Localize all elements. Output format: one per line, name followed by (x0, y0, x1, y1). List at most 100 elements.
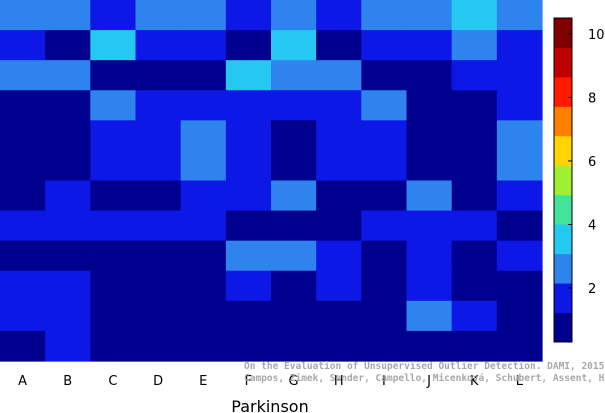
colorbar-segment (554, 18, 572, 48)
heatmap-cell (271, 210, 317, 242)
heatmap-cell (225, 270, 272, 302)
heatmap-cell (316, 330, 362, 362)
heatmap-cell (496, 0, 543, 31)
heatmap-cell (90, 240, 137, 272)
heatmap-cell (271, 240, 317, 272)
heatmap-cell (180, 120, 227, 152)
colorbar-tick-label: 8 (588, 91, 596, 106)
heatmap-cell (316, 180, 362, 212)
heatmap-cell (496, 30, 543, 61)
heatmap-cell (406, 240, 453, 272)
colorbar-segment (554, 47, 572, 78)
heatmap-cell (0, 150, 46, 182)
heatmap-cell (225, 90, 272, 121)
heatmap-cell (225, 30, 272, 61)
heatmap-cell (316, 240, 362, 272)
heatmap-cell (0, 0, 46, 31)
heatmap-cell (90, 120, 137, 152)
colorbar-segment (554, 106, 572, 137)
colorbar-tick-labels: 2 4 6 8 10 (568, 28, 605, 297)
heatmap-cell (90, 150, 137, 182)
colorbar-tick-label: 6 (588, 155, 596, 170)
heatmap-cell (45, 330, 91, 362)
credit-line-1: On the Evaluation of Unsupervised Outlie… (244, 361, 605, 372)
heatmap-cell (316, 270, 362, 302)
x-tick-label: A (18, 374, 27, 389)
heatmap-cell (271, 0, 317, 31)
heatmap-cell (361, 180, 408, 212)
heatmap-cell (316, 150, 362, 182)
heatmap-cell (45, 270, 91, 302)
heatmap-cell (406, 270, 453, 302)
colorbar-segment (554, 165, 572, 196)
heatmap-cell (271, 120, 317, 152)
heatmap-cell (496, 330, 543, 362)
heatmap-cell (45, 300, 91, 332)
heatmap-cell (271, 300, 317, 332)
heatmap-cell (451, 60, 498, 91)
heatmap-cell (271, 270, 317, 302)
heatmap-cell (135, 300, 182, 332)
heatmap-cell (406, 300, 453, 332)
heatmap-cell (45, 90, 91, 121)
heatmap-cell (225, 330, 272, 362)
heatmap-cell (451, 270, 498, 302)
heatmap-cell (135, 240, 182, 272)
heatmap-cell (45, 180, 91, 212)
heatmap-cell (90, 300, 137, 332)
heatmap-cell (316, 300, 362, 332)
heatmap-cell (361, 270, 408, 302)
heatmap-cell (496, 90, 543, 121)
heatmap-cell (361, 240, 408, 272)
x-tick-label: G (289, 374, 299, 389)
heatmap-cell (45, 210, 91, 242)
heatmap-cell (271, 60, 317, 91)
heatmap-cell (361, 330, 408, 362)
heatmap-cell (135, 180, 182, 212)
heatmap-cell (0, 120, 46, 152)
colorbar-tick-label: 2 (588, 282, 596, 297)
heatmap-cell (451, 90, 498, 121)
heatmap-cell (180, 180, 227, 212)
x-tick-label: J (426, 374, 431, 389)
heatmap-cell (451, 120, 498, 152)
heatmap-cell (271, 30, 317, 61)
heatmap-cell (361, 150, 408, 182)
heatmap-cell (406, 90, 453, 121)
colorbar-segment (554, 312, 572, 343)
heatmap-cell (451, 0, 498, 31)
heatmap-cell (271, 150, 317, 182)
heatmap-cell (180, 90, 227, 121)
heatmap-cell (135, 90, 182, 121)
heatmap-cell (225, 60, 272, 91)
heatmap-cell (316, 30, 362, 61)
heatmap-cell (406, 150, 453, 182)
heatmap-cell (180, 150, 227, 182)
heatmap-cell (180, 240, 227, 272)
heatmap-cell (316, 60, 362, 91)
colorbar-segment (554, 253, 572, 284)
heatmap-cell (361, 60, 408, 91)
heatmap-cell (316, 0, 362, 31)
heatmap-cell (135, 0, 182, 31)
colorbar-segment (554, 76, 572, 107)
x-tick-label: I (382, 374, 386, 389)
heatmap-cell (271, 90, 317, 121)
heatmap-cell (406, 60, 453, 91)
heatmap-cell (180, 330, 227, 362)
heatmap-cell (90, 60, 137, 91)
x-tick-label: L (516, 374, 524, 389)
colorbar-segment (554, 135, 572, 166)
heatmap-cell (225, 300, 272, 332)
heatmap-cell (496, 300, 543, 332)
x-tick-label: C (108, 374, 117, 389)
heatmap-cell (406, 210, 453, 242)
heatmap-cell (0, 300, 46, 332)
heatmap-cell (361, 0, 408, 31)
heatmap-cell (406, 30, 453, 61)
heatmap-cell (406, 120, 453, 152)
heatmap-cell (361, 30, 408, 61)
heatmap-cell (496, 60, 543, 91)
heatmap-cell (316, 210, 362, 242)
